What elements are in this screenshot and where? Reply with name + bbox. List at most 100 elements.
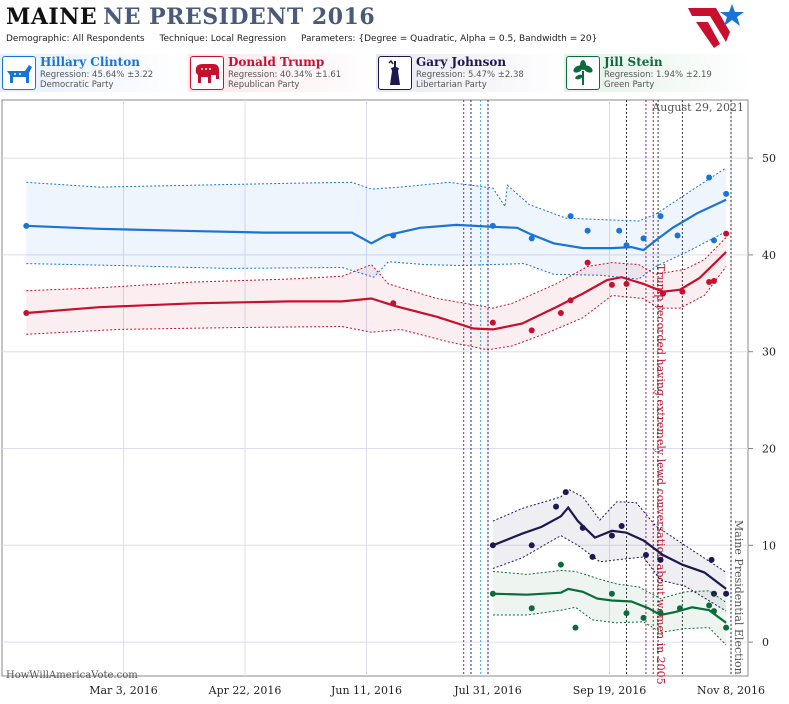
poll-point	[676, 605, 683, 612]
y-tick-label: 20	[762, 443, 776, 456]
band-upper-line	[492, 488, 727, 573]
y-tick-label: 50	[762, 152, 776, 165]
poll-point	[659, 290, 666, 297]
poll-chart: Trump recorded having extremely lewd con…	[1, 99, 776, 697]
x-tick-label: Apr 22, 2016	[208, 684, 282, 697]
poll-point	[710, 237, 717, 244]
candidate-card-clinton[interactable]: Hillary Clinton Regression: 45.64% ±3.22…	[0, 54, 188, 92]
poll-point	[723, 190, 730, 197]
poll-point	[489, 319, 496, 326]
poll-point	[608, 590, 615, 597]
candidate-party: Green Party	[604, 80, 655, 90]
y-tick-label: 0	[762, 636, 769, 649]
poll-point	[562, 489, 569, 496]
poll-point	[489, 590, 496, 597]
candidate-party: Republican Party	[228, 80, 300, 90]
poll-point	[679, 288, 686, 295]
poll-point	[579, 524, 586, 531]
x-tick-label: Sep 19, 2016	[573, 684, 647, 697]
candidate-card-johnson[interactable]: Gary Johnson Regression: 5.47% ±2.38 Lib…	[376, 54, 564, 92]
band-lower-line	[26, 231, 727, 280]
band-upper-line	[26, 167, 727, 222]
poll-point	[557, 561, 564, 568]
poll-point	[489, 542, 496, 549]
candidate-name: Jill Stein	[604, 55, 663, 69]
poll-point	[489, 222, 496, 229]
state-title: MAINE	[6, 4, 98, 30]
poll-point	[608, 281, 615, 288]
poll-point	[608, 532, 615, 539]
poll-point	[657, 556, 664, 563]
confidence-band	[492, 489, 727, 612]
poll-point	[567, 213, 574, 220]
poll-point	[623, 280, 630, 287]
candidate-card-stein[interactable]: Jill Stein Regression: 1.94% ±2.19 Green…	[564, 54, 752, 92]
poll-point	[708, 556, 715, 563]
trend-line	[492, 587, 727, 624]
poll-point	[723, 590, 730, 597]
candidate-name: Hillary Clinton	[40, 55, 140, 69]
candidate-regression: Regression: 5.47% ±2.38	[416, 70, 524, 80]
poll-point	[640, 235, 647, 242]
axes: Mar 3, 2016 Apr 22, 2016 Jun 11, 2016 Jul 3…	[89, 152, 776, 697]
poll-point	[567, 297, 574, 304]
x-tick-label: Nov 8, 2016	[697, 684, 765, 697]
band-lower-line	[492, 535, 727, 612]
confidence-band	[26, 167, 727, 280]
poll-point	[528, 235, 535, 242]
poll-point	[623, 242, 630, 249]
series-hillary-clinton	[23, 167, 730, 280]
annotation-label: Maine Presidential Election	[732, 520, 745, 675]
poll-point	[589, 553, 596, 560]
technique-label: Technique: Local Regression	[159, 34, 287, 44]
poll-point	[390, 300, 397, 307]
poll-point	[584, 259, 591, 266]
poll-point	[572, 624, 579, 631]
annotation-label: Trump recorded having extremely lewd con…	[654, 264, 667, 685]
band-upper-line	[26, 237, 727, 309]
confidence-band	[26, 237, 727, 350]
poll-point	[557, 309, 564, 316]
poll-point	[710, 608, 717, 615]
poll-point	[616, 227, 623, 234]
confidence-band	[492, 570, 727, 645]
page-title: MAINE NE PRESIDENT 2016	[6, 4, 375, 30]
poll-point	[528, 327, 535, 334]
poll-point	[640, 614, 647, 621]
demographic-label: Demographic: All Respondents	[6, 34, 145, 44]
candidate-card-trump[interactable]: Donald Trump Regression: 40.34% ±1.61 Re…	[188, 54, 376, 92]
poll-point	[674, 232, 681, 239]
poll-point	[553, 503, 560, 510]
poll-point	[710, 278, 717, 285]
series-jill-stein	[489, 561, 730, 646]
candidate-regression: Regression: 40.34% ±1.61	[228, 70, 342, 80]
donkey-icon	[2, 56, 36, 90]
band-lower-line	[492, 606, 727, 646]
y-tick-label: 10	[762, 539, 776, 552]
band-lower-line	[26, 266, 727, 351]
candidate-regression: Regression: 1.94% ±2.19	[604, 70, 712, 80]
series-gary-johnson	[489, 488, 730, 612]
poll-point	[706, 278, 713, 285]
poll-point	[623, 610, 630, 617]
poll-point	[657, 213, 664, 220]
poll-point	[528, 605, 535, 612]
statue-of-liberty-icon	[378, 56, 412, 90]
y-tick-label: 40	[762, 249, 776, 262]
poll-point	[706, 174, 713, 181]
poll-point	[706, 602, 713, 609]
candidate-regression: Regression: 45.64% ±3.22	[40, 70, 154, 80]
candidate-name: Donald Trump	[228, 55, 325, 69]
trend-line	[492, 505, 727, 590]
poll-point	[723, 230, 730, 237]
poll-point	[23, 309, 30, 316]
parameters-bar: Demographic: All Respondents Technique: …	[6, 34, 609, 44]
candidate-name: Gary Johnson	[416, 55, 507, 69]
poll-point	[642, 551, 649, 558]
watermark: HowWillAmericaVote.com	[6, 670, 138, 681]
poll-point	[528, 542, 535, 549]
plant-icon	[566, 56, 600, 90]
date-label: August 29, 2021	[651, 101, 744, 114]
elephant-icon	[190, 56, 224, 90]
poll-point	[657, 610, 664, 617]
